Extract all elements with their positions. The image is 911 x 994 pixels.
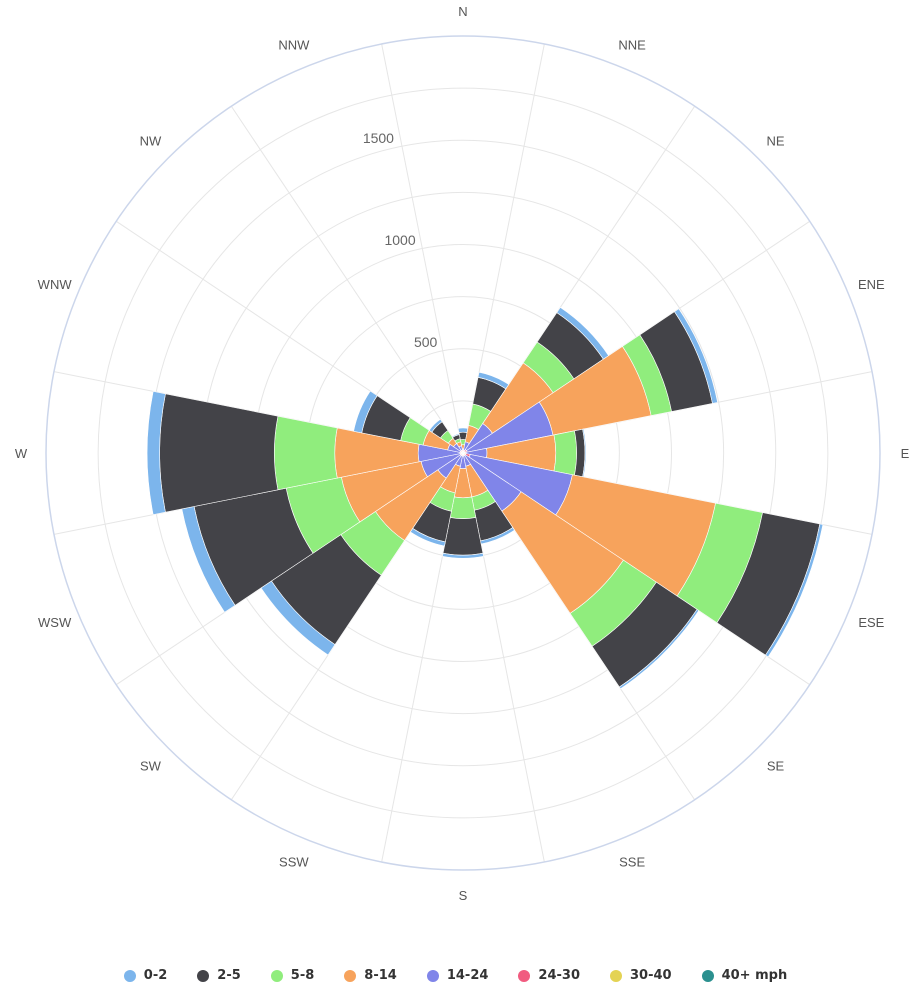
legend-swatch-icon bbox=[610, 969, 622, 982]
wind-rose-plot: 500 1000 1500 N NNE NE ENE E ESE SE SSE S SSW SW WSW W W… bbox=[15, 4, 910, 903]
rose-sector-ese-02 bbox=[765, 523, 824, 658]
rose-sector-w-02 bbox=[146, 391, 166, 515]
legend-label: 2-5 bbox=[217, 968, 241, 983]
legend-label: 5-8 bbox=[290, 968, 315, 983]
legend-item-2[interactable]: 5-8 bbox=[270, 968, 315, 983]
direction-label-sw: SW bbox=[140, 759, 162, 774]
legend-item-4[interactable]: 14-24 bbox=[426, 968, 489, 983]
rose-sector-nnw-02 bbox=[451, 433, 460, 438]
legend-swatch-icon bbox=[518, 969, 531, 982]
direction-label-ne: NE bbox=[767, 133, 785, 148]
radial-tick-label: 1000 bbox=[384, 232, 415, 248]
legend-label: 24-30 bbox=[538, 968, 580, 983]
direction-label-e: E bbox=[901, 446, 910, 461]
direction-label-wnw: WNW bbox=[38, 277, 73, 292]
rose-sector-w-58 bbox=[274, 415, 338, 491]
legend-item-6[interactable]: 30-40 bbox=[610, 968, 672, 983]
outer-ring bbox=[45, 35, 881, 871]
rose-sector-s-02 bbox=[442, 552, 484, 559]
direction-label-ese: ESE bbox=[858, 615, 884, 630]
direction-label-ene: ENE bbox=[858, 277, 885, 292]
legend: 0-2 2-5 5-8 8-14 14-24 24-30 30-40 40+ bbox=[0, 968, 911, 983]
legend-swatch-icon bbox=[123, 969, 136, 982]
rose-sector-wnw-02 bbox=[353, 390, 378, 434]
direction-label-sse: SSE bbox=[619, 854, 645, 869]
legend-item-0[interactable]: 0-2 bbox=[123, 968, 168, 983]
rose-sector-ene-02 bbox=[674, 308, 718, 404]
legend-item-5[interactable]: 24-30 bbox=[518, 968, 580, 983]
direction-label-s: S bbox=[459, 888, 468, 903]
direction-label-ssw: SSW bbox=[279, 854, 309, 869]
legend-swatch-icon bbox=[344, 969, 357, 982]
direction-label-se: SE bbox=[767, 759, 785, 774]
legend-label: 40+ mph bbox=[721, 968, 788, 983]
legend-swatch-icon bbox=[197, 969, 210, 982]
direction-label-nnw: NNW bbox=[278, 38, 310, 53]
rose-sector-n-02 bbox=[457, 427, 469, 433]
rose-sector-se-02 bbox=[618, 608, 700, 690]
legend-label: 8-14 bbox=[364, 968, 397, 983]
direction-label-wsw: WSW bbox=[38, 615, 72, 630]
radial-tick-label: 1500 bbox=[363, 130, 394, 146]
legend-item-3[interactable]: 8-14 bbox=[344, 968, 397, 983]
rose-sector-s-58 bbox=[449, 496, 477, 519]
legend-item-1[interactable]: 2-5 bbox=[197, 968, 241, 983]
legend-swatch-icon bbox=[426, 969, 439, 982]
radial-tick-label: 500 bbox=[414, 334, 438, 350]
legend-label: 14-24 bbox=[446, 968, 489, 983]
rose-sector-e-58 bbox=[553, 430, 577, 476]
legend-item-7[interactable]: 40+ mph bbox=[701, 968, 788, 983]
legend-swatch-icon bbox=[270, 969, 283, 982]
direction-label-n: N bbox=[458, 4, 467, 19]
legend-label: 30-40 bbox=[630, 968, 672, 983]
legend-swatch-icon bbox=[701, 969, 714, 982]
direction-label-nw: NW bbox=[140, 133, 162, 148]
direction-label-w: W bbox=[15, 446, 28, 461]
grid-spoke bbox=[381, 43, 464, 454]
rose-sector-nw-02 bbox=[428, 418, 443, 433]
grid-spoke bbox=[230, 105, 464, 454]
direction-label-nne: NNE bbox=[618, 38, 646, 53]
grid-ring bbox=[97, 87, 829, 819]
legend-label: 0-2 bbox=[143, 968, 168, 983]
